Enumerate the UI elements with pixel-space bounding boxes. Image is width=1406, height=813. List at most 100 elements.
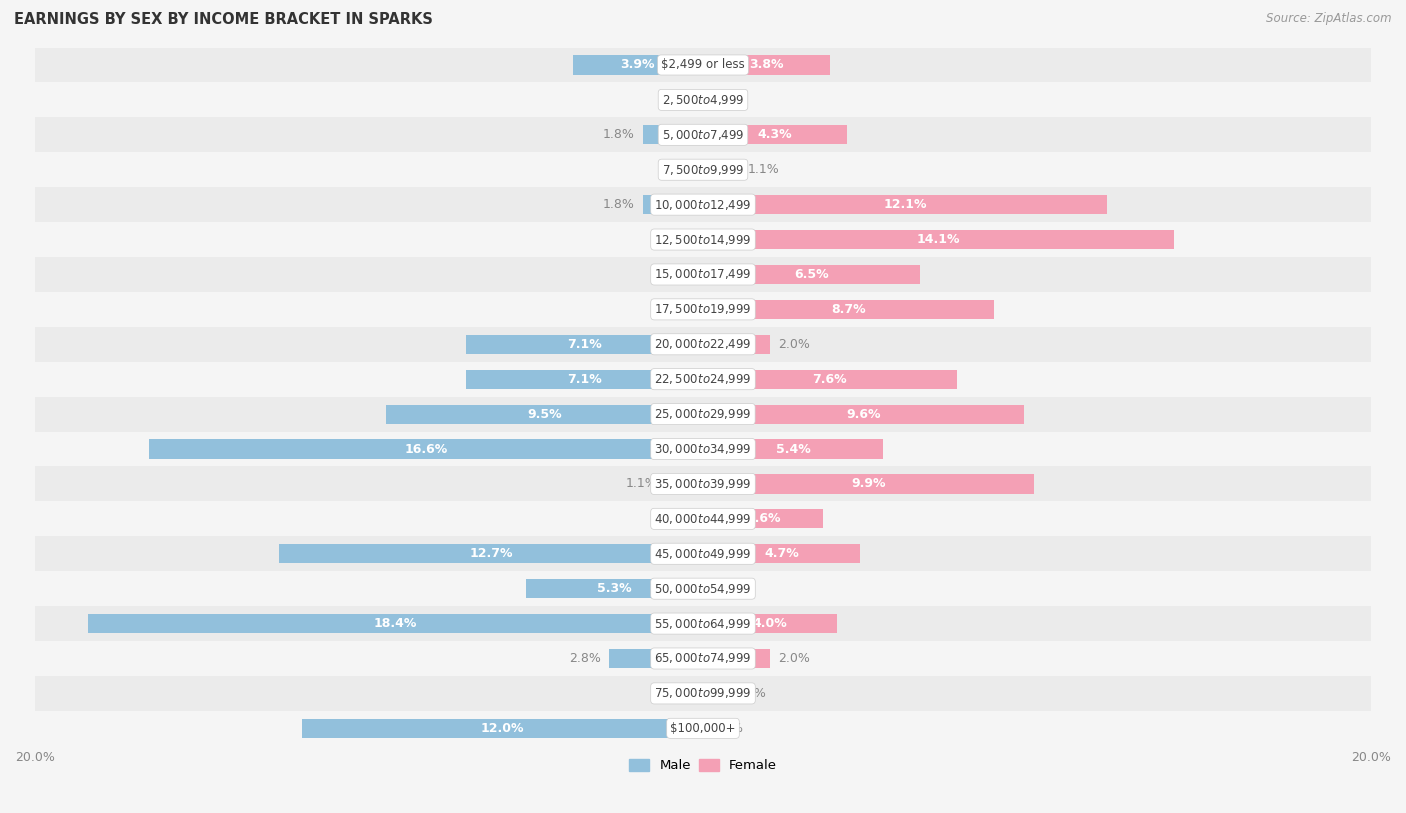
Text: $45,000 to $49,999: $45,000 to $49,999 [654, 547, 752, 561]
Text: 7.1%: 7.1% [567, 372, 602, 385]
Bar [572, 55, 703, 75]
Bar [35, 47, 1371, 82]
Text: 18.4%: 18.4% [374, 617, 418, 630]
Text: 2.8%: 2.8% [569, 652, 602, 665]
Bar [35, 152, 1371, 187]
Bar [526, 579, 703, 598]
Bar [35, 187, 1371, 222]
Bar [35, 432, 1371, 467]
Bar [703, 509, 824, 528]
Text: 4.0%: 4.0% [752, 617, 787, 630]
Text: 0.0%: 0.0% [662, 233, 695, 246]
Bar [35, 397, 1371, 432]
Bar [35, 606, 1371, 641]
Bar [35, 537, 1371, 572]
Text: $100,000+: $100,000+ [671, 722, 735, 735]
Bar [703, 614, 837, 633]
Text: 1.1%: 1.1% [626, 477, 658, 490]
Text: $10,000 to $12,499: $10,000 to $12,499 [654, 198, 752, 211]
Bar [465, 335, 703, 354]
Bar [302, 719, 703, 738]
Bar [703, 370, 957, 389]
Text: 7.1%: 7.1% [567, 337, 602, 350]
Text: $20,000 to $22,499: $20,000 to $22,499 [654, 337, 752, 351]
Text: 1.1%: 1.1% [748, 163, 780, 176]
Text: $7,500 to $9,999: $7,500 to $9,999 [662, 163, 744, 176]
Text: 2.0%: 2.0% [778, 652, 810, 665]
Text: 3.6%: 3.6% [745, 512, 780, 525]
Bar [703, 55, 830, 75]
Text: 12.0%: 12.0% [481, 722, 524, 735]
Bar [703, 160, 740, 180]
Text: 0.0%: 0.0% [662, 687, 695, 700]
Text: 0.0%: 0.0% [711, 93, 744, 107]
Text: 16.6%: 16.6% [404, 442, 447, 455]
Text: 4.7%: 4.7% [763, 547, 799, 560]
Bar [35, 711, 1371, 746]
Text: 0.0%: 0.0% [662, 268, 695, 281]
Text: 12.1%: 12.1% [883, 198, 927, 211]
Text: 1.8%: 1.8% [603, 128, 634, 141]
Text: 9.5%: 9.5% [527, 407, 561, 420]
Bar [35, 292, 1371, 327]
Bar [35, 222, 1371, 257]
Bar [703, 195, 1107, 215]
Text: $65,000 to $74,999: $65,000 to $74,999 [654, 651, 752, 666]
Bar [703, 439, 883, 459]
Text: $50,000 to $54,999: $50,000 to $54,999 [654, 581, 752, 596]
Text: 9.9%: 9.9% [851, 477, 886, 490]
Bar [703, 265, 920, 284]
Text: $75,000 to $99,999: $75,000 to $99,999 [654, 686, 752, 701]
Text: $5,000 to $7,499: $5,000 to $7,499 [662, 128, 744, 141]
Text: $15,000 to $17,499: $15,000 to $17,499 [654, 267, 752, 281]
Bar [35, 82, 1371, 117]
Bar [703, 474, 1033, 493]
Bar [278, 544, 703, 563]
Text: $35,000 to $39,999: $35,000 to $39,999 [654, 477, 752, 491]
Text: 0.0%: 0.0% [662, 303, 695, 316]
Bar [703, 544, 860, 563]
Text: 12.7%: 12.7% [470, 547, 513, 560]
Text: $40,000 to $44,999: $40,000 to $44,999 [654, 512, 752, 526]
Bar [703, 300, 994, 319]
Text: 9.6%: 9.6% [846, 407, 880, 420]
Text: $22,500 to $24,999: $22,500 to $24,999 [654, 372, 752, 386]
Bar [35, 641, 1371, 676]
Text: 14.1%: 14.1% [917, 233, 960, 246]
Bar [703, 405, 1024, 424]
Bar [643, 125, 703, 145]
Bar [35, 572, 1371, 606]
Text: $30,000 to $34,999: $30,000 to $34,999 [654, 442, 752, 456]
Text: 0.0%: 0.0% [662, 512, 695, 525]
Text: $55,000 to $64,999: $55,000 to $64,999 [654, 616, 752, 631]
Text: 2.0%: 2.0% [778, 337, 810, 350]
Text: 5.3%: 5.3% [598, 582, 631, 595]
Bar [703, 649, 770, 668]
Bar [666, 474, 703, 493]
Text: 3.8%: 3.8% [749, 59, 783, 72]
Text: Source: ZipAtlas.com: Source: ZipAtlas.com [1267, 12, 1392, 25]
Text: 5.4%: 5.4% [776, 442, 811, 455]
Text: 6.5%: 6.5% [794, 268, 830, 281]
Bar [35, 327, 1371, 362]
Bar [35, 676, 1371, 711]
Bar [35, 257, 1371, 292]
Bar [149, 439, 703, 459]
Bar [89, 614, 703, 633]
Legend: Male, Female: Male, Female [624, 754, 782, 777]
Text: 8.7%: 8.7% [831, 303, 866, 316]
Bar [643, 195, 703, 215]
Text: $2,500 to $4,999: $2,500 to $4,999 [662, 93, 744, 107]
Bar [609, 649, 703, 668]
Text: 0.45%: 0.45% [727, 687, 766, 700]
Bar [703, 230, 1174, 249]
Bar [385, 405, 703, 424]
Text: 7.6%: 7.6% [813, 372, 848, 385]
Text: $17,500 to $19,999: $17,500 to $19,999 [654, 302, 752, 316]
Text: $25,000 to $29,999: $25,000 to $29,999 [654, 407, 752, 421]
Bar [703, 125, 846, 145]
Text: 0.0%: 0.0% [711, 722, 744, 735]
Bar [703, 335, 770, 354]
Bar [703, 684, 718, 703]
Text: 3.9%: 3.9% [620, 59, 655, 72]
